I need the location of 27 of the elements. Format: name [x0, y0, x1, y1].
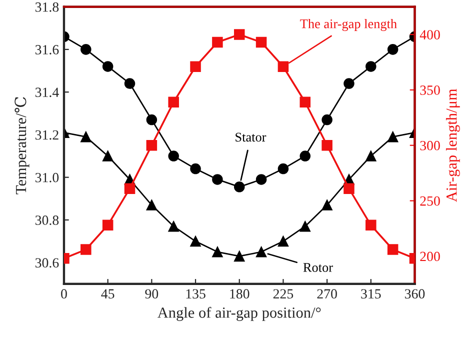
series-label: Rotor	[303, 263, 333, 272]
text: Stator	[236, 132, 266, 142]
y2-tick-label: 250	[420, 196, 440, 206]
y-tick-label: 30.8	[35, 216, 59, 225]
y-tick-label: 31.2	[35, 130, 58, 140]
x-tick-label: 180	[230, 289, 250, 299]
y-tick-label: 31.6	[35, 45, 59, 54]
x-tick-label: 90	[145, 289, 158, 299]
y-tick-label: 31.8	[35, 2, 59, 12]
y2-axis-title: Air-gap length/μm	[446, 88, 460, 202]
y2-tick-label: 350	[420, 86, 440, 95]
y2-tick-label: 300	[420, 140, 440, 150]
x-tick-label: 225	[273, 289, 294, 299]
x-axis-title: Angle of air-gap position/°	[157, 306, 321, 321]
y2-tick-label: 400	[420, 30, 440, 40]
x-tick-label: 0	[61, 289, 67, 299]
y-tick-label: 31.4	[35, 88, 59, 98]
x-tick-label: 135	[186, 289, 206, 299]
x-tick-label: 270	[317, 289, 337, 299]
y-tick-label: 30.6	[35, 258, 59, 268]
y-axis-title: Temperature/℃	[14, 97, 30, 194]
y2-tick-label: 200	[420, 252, 440, 262]
text: The air-gap length	[300, 18, 397, 31]
y-tick-label: 31.0	[35, 172, 59, 182]
x-tick-label: 360	[404, 289, 425, 299]
x-tick-label: 315	[361, 289, 381, 299]
x-tick-label: 45	[101, 289, 114, 299]
